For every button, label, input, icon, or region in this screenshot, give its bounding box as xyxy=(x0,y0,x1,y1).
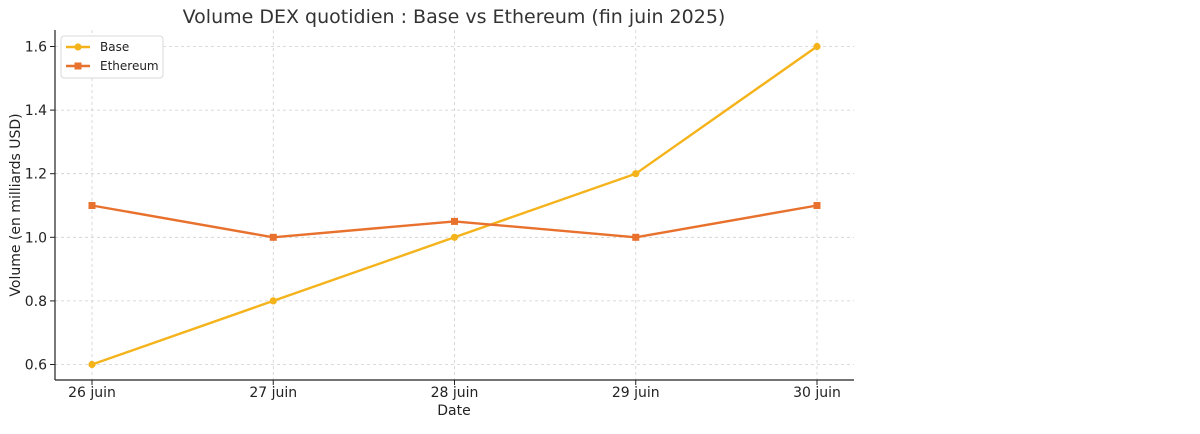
data-point-base xyxy=(450,233,459,241)
legend-label: Base xyxy=(100,40,129,54)
y-tick-label: 0.6 xyxy=(25,358,47,374)
y-tick-label: 1.6 xyxy=(25,40,47,56)
y-axis-ticks: 0.6 0.8 1.0 1.2 1.4 1.6 xyxy=(25,40,55,374)
grid xyxy=(55,30,854,380)
x-tick-label: 29 juin xyxy=(612,385,660,401)
data-point-base xyxy=(632,170,640,178)
legend: Base Ethereum xyxy=(60,35,164,79)
data-point-base xyxy=(813,42,821,51)
x-axis-label: Date xyxy=(437,403,470,419)
x-tick-label: 30 juin xyxy=(793,385,841,401)
data-point-base xyxy=(269,297,277,305)
legend-marker xyxy=(74,62,82,70)
series-base xyxy=(88,42,821,369)
series xyxy=(88,42,821,369)
x-tick-label: 27 juin xyxy=(249,385,297,401)
y-tick-label: 1.2 xyxy=(25,167,47,183)
x-tick-label: 28 juin xyxy=(431,385,479,401)
y-axis-label: Volume (en milliards USD) xyxy=(8,113,24,296)
y-tick-label: 0.8 xyxy=(25,294,47,310)
data-point-ethereum xyxy=(632,233,640,241)
legend-item-base: Base xyxy=(66,40,129,54)
data-point-base xyxy=(88,360,96,369)
data-point-ethereum xyxy=(269,233,277,241)
x-tick-label: 26 juin xyxy=(68,385,116,401)
y-tick-label: 1.0 xyxy=(25,230,47,246)
chart-title: Volume DEX quotidien : Base vs Ethereum … xyxy=(183,6,726,28)
legend-items: Base Ethereum xyxy=(66,40,159,73)
data-point-ethereum xyxy=(813,202,821,209)
series-ethereum xyxy=(88,202,821,241)
y-tick-label: 1.4 xyxy=(25,103,47,119)
legend-label: Ethereum xyxy=(100,59,159,73)
legend-marker xyxy=(74,43,82,51)
data-point-ethereum xyxy=(88,202,96,209)
data-point-ethereum xyxy=(451,217,458,225)
legend-item-ethereum: Ethereum xyxy=(66,59,159,73)
x-axis-ticks: 26 juin 27 juin 28 juin 29 juin 30 juin xyxy=(68,380,841,401)
